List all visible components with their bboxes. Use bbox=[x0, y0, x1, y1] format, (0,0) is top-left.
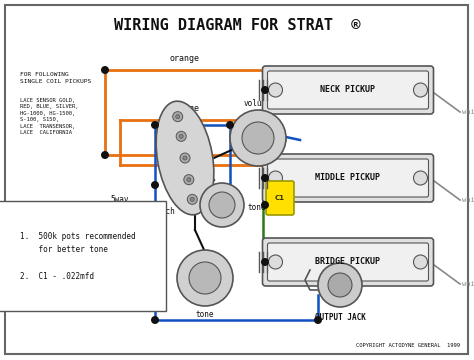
Circle shape bbox=[413, 171, 428, 185]
Text: FOR FOLLOWING
SINGLE COIL PICKUPS: FOR FOLLOWING SINGLE COIL PICKUPS bbox=[20, 72, 91, 84]
FancyBboxPatch shape bbox=[263, 238, 434, 286]
Circle shape bbox=[176, 131, 186, 141]
Circle shape bbox=[226, 121, 234, 129]
Text: volume: volume bbox=[244, 99, 272, 108]
FancyBboxPatch shape bbox=[263, 66, 434, 114]
Circle shape bbox=[173, 112, 182, 122]
Text: LACE SENSOR GOLD,
RED, BLUE, SILVER,
HG-1000, HG-1500,
S-100, S150,
LACE  TRANSE: LACE SENSOR GOLD, RED, BLUE, SILVER, HG-… bbox=[20, 98, 79, 135]
Circle shape bbox=[314, 316, 322, 324]
Circle shape bbox=[151, 316, 159, 324]
Circle shape bbox=[187, 178, 191, 182]
Text: COPYRIGHT ACTODYNE GENERAL  1999: COPYRIGHT ACTODYNE GENERAL 1999 bbox=[356, 343, 460, 348]
Circle shape bbox=[209, 192, 235, 218]
Circle shape bbox=[189, 262, 221, 294]
Circle shape bbox=[151, 121, 159, 129]
Text: white: white bbox=[462, 197, 474, 203]
Circle shape bbox=[242, 122, 274, 154]
FancyBboxPatch shape bbox=[266, 181, 294, 215]
Circle shape bbox=[261, 258, 269, 266]
Text: green: green bbox=[265, 188, 288, 197]
Text: orange: orange bbox=[170, 54, 200, 63]
Circle shape bbox=[268, 255, 283, 269]
Text: NECK PICKUP: NECK PICKUP bbox=[320, 85, 375, 94]
Circle shape bbox=[268, 171, 283, 185]
Circle shape bbox=[261, 201, 269, 209]
Circle shape bbox=[261, 86, 269, 94]
Text: WIRING DIAGRAM FOR STRAT  ®: WIRING DIAGRAM FOR STRAT ® bbox=[114, 18, 360, 33]
Circle shape bbox=[190, 197, 194, 201]
Text: 1.  500k pots recommended
    for better tone

2.  C1 - .022mfd: 1. 500k pots recommended for better tone… bbox=[20, 232, 136, 280]
Circle shape bbox=[101, 66, 109, 74]
Text: OUTPUT JACK: OUTPUT JACK bbox=[315, 313, 365, 322]
Text: white: white bbox=[462, 109, 474, 115]
Circle shape bbox=[176, 114, 180, 119]
Circle shape bbox=[413, 83, 428, 97]
Circle shape bbox=[101, 151, 109, 159]
Circle shape bbox=[180, 153, 190, 163]
Text: 5way
selectorswitch
(bottomview): 5way selectorswitch (bottomview) bbox=[110, 195, 175, 229]
FancyBboxPatch shape bbox=[263, 154, 434, 202]
Circle shape bbox=[318, 263, 362, 307]
Text: BRIDGE PICKUP: BRIDGE PICKUP bbox=[316, 257, 381, 266]
Circle shape bbox=[151, 181, 159, 189]
FancyBboxPatch shape bbox=[267, 71, 428, 109]
Ellipse shape bbox=[156, 101, 214, 215]
Circle shape bbox=[413, 255, 428, 269]
Circle shape bbox=[183, 156, 187, 160]
FancyBboxPatch shape bbox=[267, 243, 428, 281]
Text: MIDDLE PICKUP: MIDDLE PICKUP bbox=[316, 174, 381, 183]
Text: white: white bbox=[462, 281, 474, 287]
Circle shape bbox=[179, 134, 183, 138]
Circle shape bbox=[187, 194, 197, 204]
Text: green: green bbox=[265, 135, 288, 144]
Circle shape bbox=[268, 83, 283, 97]
Circle shape bbox=[200, 183, 244, 227]
Circle shape bbox=[230, 110, 286, 166]
Text: tone: tone bbox=[247, 203, 265, 212]
Circle shape bbox=[328, 273, 352, 297]
Text: orange: orange bbox=[170, 104, 200, 113]
Circle shape bbox=[261, 174, 269, 182]
Circle shape bbox=[177, 250, 233, 306]
Text: tone: tone bbox=[196, 310, 214, 319]
FancyBboxPatch shape bbox=[267, 159, 428, 197]
Circle shape bbox=[184, 175, 194, 185]
Text: C1: C1 bbox=[275, 195, 285, 201]
